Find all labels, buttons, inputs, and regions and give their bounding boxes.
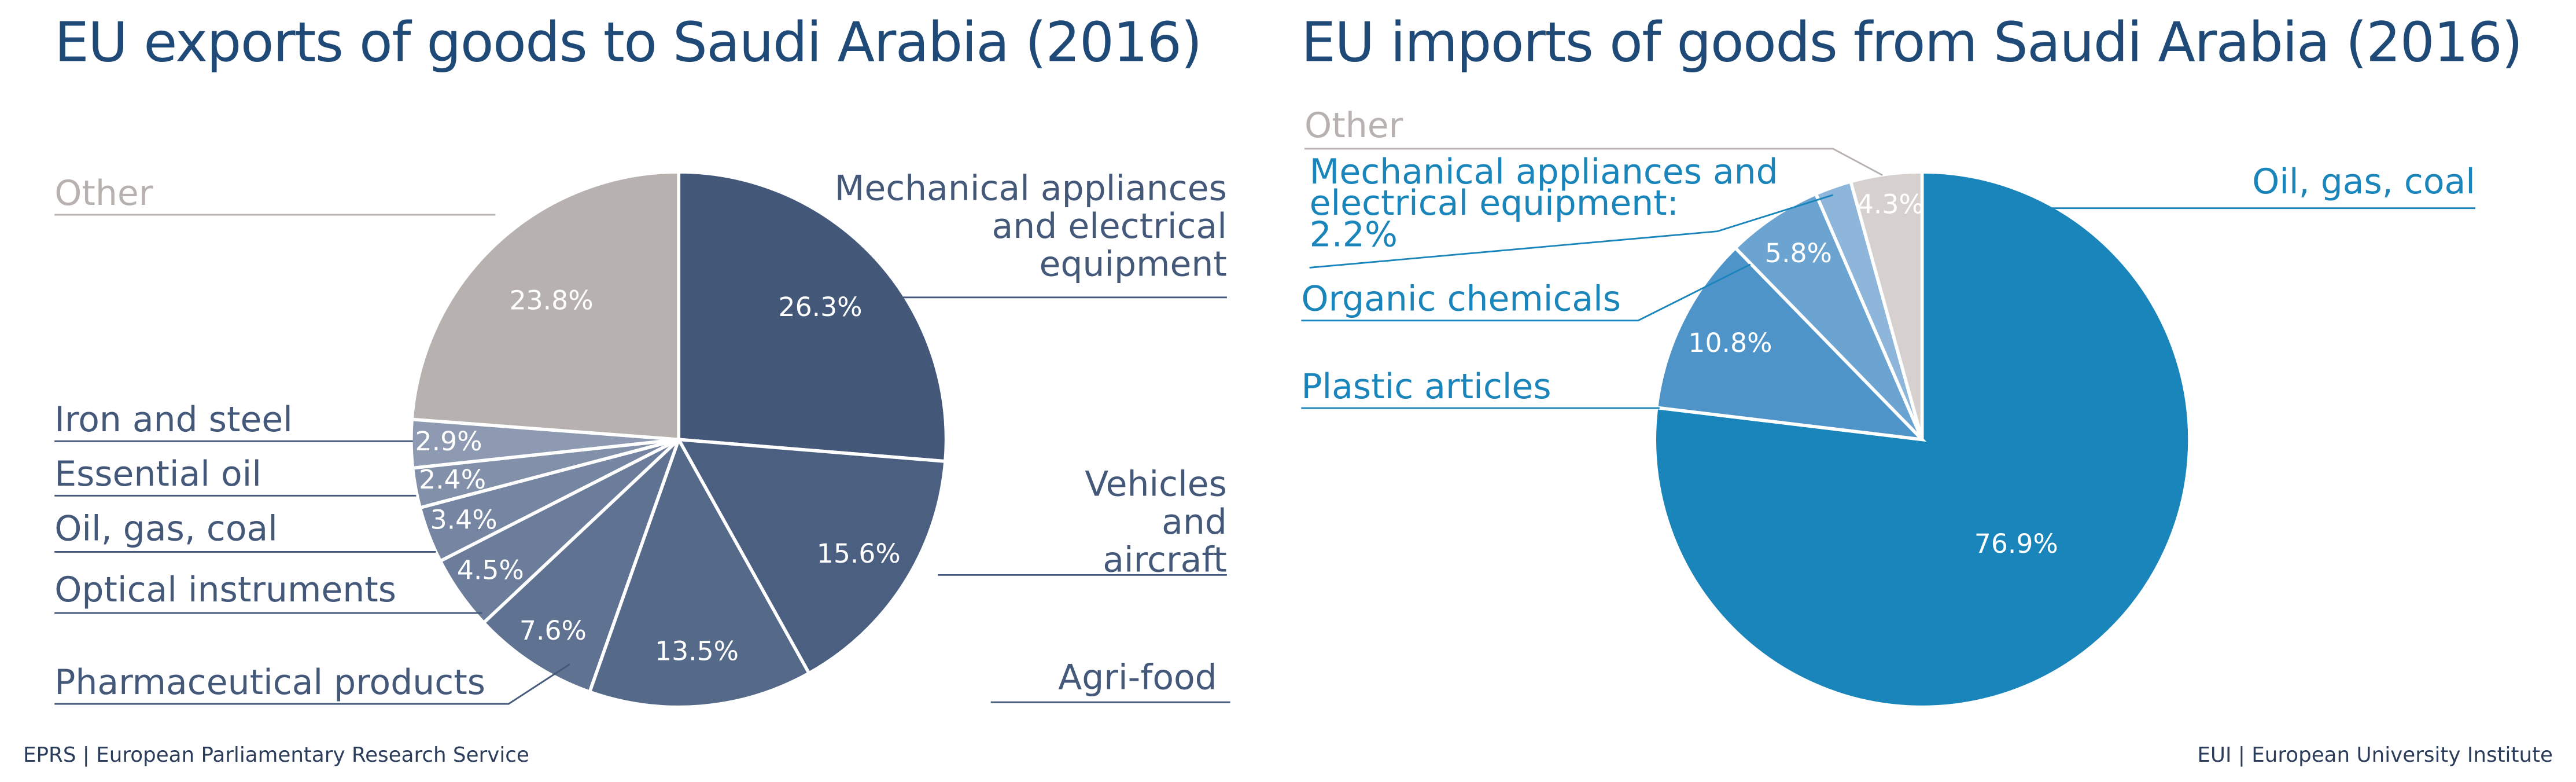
value-label: 4.3% — [1857, 189, 1924, 220]
category-label: Oil, gas, coal — [2252, 161, 2475, 202]
value-label: 15.6% — [817, 538, 901, 569]
pie-slice — [1848, 170, 1924, 440]
pie-slice — [1653, 170, 2191, 709]
leader-line — [54, 663, 570, 705]
category-label: Oil, gas, coal — [54, 509, 278, 549]
value-label: 10.8% — [1688, 328, 1772, 358]
category-label: Plastic articles — [1301, 366, 1552, 407]
pie-slice — [1654, 245, 1927, 442]
chart-title: EU imports of goods from Saudi Arabia (2… — [1301, 10, 2523, 75]
value-label: 2.2% — [1309, 215, 1398, 255]
value-label: 2.9% — [415, 426, 482, 457]
value-label: 13.5% — [655, 636, 739, 666]
leader-line — [1309, 194, 1833, 269]
value-label: 76.9% — [1974, 528, 2058, 559]
category-label: Other — [54, 173, 153, 214]
category-label-text: Mechanical appliances and electrical equ… — [1309, 152, 1778, 223]
value-label: 2.4% — [419, 464, 486, 495]
category-label: Mechanical appliances and electrical equ… — [834, 168, 1227, 284]
category-label: Essential oil — [54, 454, 261, 494]
pie-slice — [677, 170, 948, 464]
category-label: Vehicles and aircraft — [1085, 464, 1227, 580]
source: EPRS | European Parliamentary Research S… — [23, 741, 529, 767]
leader-line — [1304, 148, 1883, 176]
category-label: Organic chemicals — [1301, 279, 1621, 319]
pie-slice — [676, 438, 948, 676]
value-label: 5.8% — [1765, 238, 1832, 269]
value-label: 4.5% — [457, 555, 524, 585]
value-label: 7.6% — [519, 615, 587, 646]
category-label: Other — [1304, 105, 1403, 146]
chart-title: EU exports of goods to Saudi Arabia (201… — [54, 10, 1202, 75]
category-label: Mechanical appliances and electrical equ… — [1310, 155, 1805, 252]
source: EUI | European University Institute — [2197, 741, 2553, 767]
category-label: Iron and steel — [54, 399, 293, 440]
pie-slice — [587, 435, 812, 709]
value-label: 23.8% — [510, 285, 594, 315]
value-label: 3.4% — [430, 505, 497, 535]
category-label: Agri-food — [1058, 658, 1217, 697]
category-label: Optical instruments — [54, 570, 397, 610]
value-label: 26.3% — [779, 292, 863, 322]
pie-slice — [481, 438, 680, 695]
category-label: Pharmaceutical products — [54, 662, 486, 703]
leader-line — [1301, 263, 1751, 322]
pie-slice — [410, 170, 681, 442]
pie-slice — [1733, 192, 1924, 441]
